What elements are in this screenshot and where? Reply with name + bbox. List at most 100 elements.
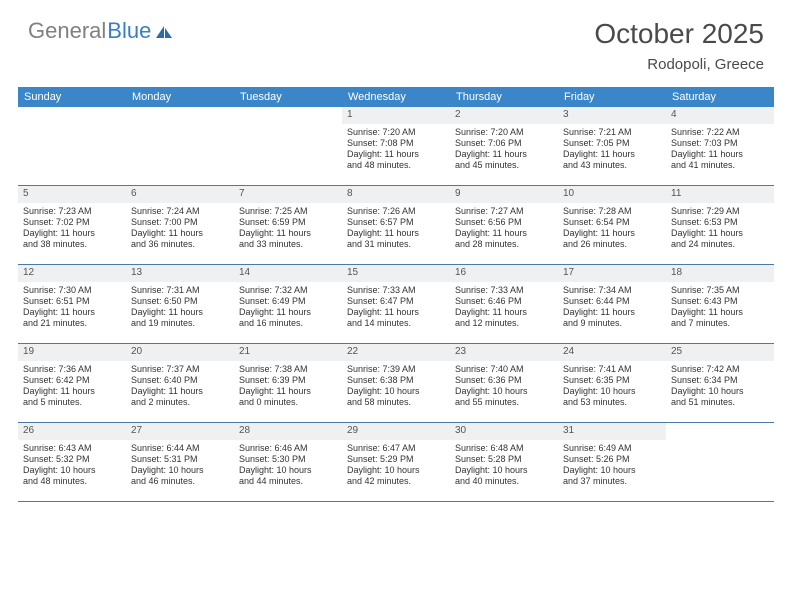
daylight-text: Daylight: 11 hours — [563, 307, 661, 318]
sunrise-text: Sunrise: 6:48 AM — [455, 443, 553, 454]
daylight-text: Daylight: 11 hours — [347, 149, 445, 160]
day-number — [234, 107, 342, 111]
day-cell — [126, 107, 234, 185]
weekday-header-row: Sunday Monday Tuesday Wednesday Thursday… — [18, 87, 774, 107]
daylight-text: and 28 minutes. — [455, 239, 553, 250]
day-cell: 3Sunrise: 7:21 AMSunset: 7:05 PMDaylight… — [558, 107, 666, 185]
daylight-text: Daylight: 10 hours — [347, 465, 445, 476]
day-number: 24 — [558, 344, 666, 361]
day-body: Sunrise: 7:38 AMSunset: 6:39 PMDaylight:… — [234, 361, 342, 412]
daylight-text: and 14 minutes. — [347, 318, 445, 329]
day-number: 15 — [342, 265, 450, 282]
day-body: Sunrise: 7:41 AMSunset: 6:35 PMDaylight:… — [558, 361, 666, 412]
daylight-text: Daylight: 11 hours — [131, 228, 229, 239]
week-row: 12Sunrise: 7:30 AMSunset: 6:51 PMDayligh… — [18, 265, 774, 344]
daylight-text: and 58 minutes. — [347, 397, 445, 408]
sunset-text: Sunset: 7:00 PM — [131, 217, 229, 228]
day-body: Sunrise: 7:36 AMSunset: 6:42 PMDaylight:… — [18, 361, 126, 412]
day-body: Sunrise: 7:30 AMSunset: 6:51 PMDaylight:… — [18, 282, 126, 333]
day-number: 5 — [18, 186, 126, 203]
day-cell — [18, 107, 126, 185]
day-number: 22 — [342, 344, 450, 361]
sunrise-text: Sunrise: 7:22 AM — [671, 127, 769, 138]
daylight-text: Daylight: 11 hours — [671, 228, 769, 239]
day-number: 21 — [234, 344, 342, 361]
day-cell: 8Sunrise: 7:26 AMSunset: 6:57 PMDaylight… — [342, 186, 450, 264]
day-number: 1 — [342, 107, 450, 124]
day-cell: 11Sunrise: 7:29 AMSunset: 6:53 PMDayligh… — [666, 186, 774, 264]
sunset-text: Sunset: 6:46 PM — [455, 296, 553, 307]
day-cell: 16Sunrise: 7:33 AMSunset: 6:46 PMDayligh… — [450, 265, 558, 343]
sunset-text: Sunset: 5:32 PM — [23, 454, 121, 465]
day-body: Sunrise: 7:22 AMSunset: 7:03 PMDaylight:… — [666, 124, 774, 175]
day-number: 9 — [450, 186, 558, 203]
sunset-text: Sunset: 6:38 PM — [347, 375, 445, 386]
daylight-text: Daylight: 11 hours — [239, 386, 337, 397]
daylight-text: and 0 minutes. — [239, 397, 337, 408]
sunrise-text: Sunrise: 7:20 AM — [455, 127, 553, 138]
day-cell: 19Sunrise: 7:36 AMSunset: 6:42 PMDayligh… — [18, 344, 126, 422]
day-body: Sunrise: 6:44 AMSunset: 5:31 PMDaylight:… — [126, 440, 234, 491]
day-body: Sunrise: 7:29 AMSunset: 6:53 PMDaylight:… — [666, 203, 774, 254]
sunset-text: Sunset: 6:59 PM — [239, 217, 337, 228]
weekday-header: Saturday — [666, 87, 774, 107]
sunrise-text: Sunrise: 7:42 AM — [671, 364, 769, 375]
daylight-text: and 48 minutes. — [347, 160, 445, 171]
daylight-text: Daylight: 11 hours — [347, 228, 445, 239]
day-body: Sunrise: 7:42 AMSunset: 6:34 PMDaylight:… — [666, 361, 774, 412]
daylight-text: Daylight: 10 hours — [455, 386, 553, 397]
sunset-text: Sunset: 5:31 PM — [131, 454, 229, 465]
day-body: Sunrise: 7:33 AMSunset: 6:47 PMDaylight:… — [342, 282, 450, 333]
daylight-text: and 16 minutes. — [239, 318, 337, 329]
day-cell: 12Sunrise: 7:30 AMSunset: 6:51 PMDayligh… — [18, 265, 126, 343]
day-number: 13 — [126, 265, 234, 282]
daylight-text: and 19 minutes. — [131, 318, 229, 329]
sunset-text: Sunset: 5:29 PM — [347, 454, 445, 465]
sunset-text: Sunset: 6:53 PM — [671, 217, 769, 228]
sunrise-text: Sunrise: 7:27 AM — [455, 206, 553, 217]
daylight-text: Daylight: 10 hours — [671, 386, 769, 397]
daylight-text: and 45 minutes. — [455, 160, 553, 171]
daylight-text: and 7 minutes. — [671, 318, 769, 329]
day-cell: 5Sunrise: 7:23 AMSunset: 7:02 PMDaylight… — [18, 186, 126, 264]
day-cell: 6Sunrise: 7:24 AMSunset: 7:00 PMDaylight… — [126, 186, 234, 264]
weekday-header: Tuesday — [234, 87, 342, 107]
day-cell: 7Sunrise: 7:25 AMSunset: 6:59 PMDaylight… — [234, 186, 342, 264]
daylight-text: Daylight: 11 hours — [23, 386, 121, 397]
day-number: 27 — [126, 423, 234, 440]
day-cell: 23Sunrise: 7:40 AMSunset: 6:36 PMDayligh… — [450, 344, 558, 422]
sunrise-text: Sunrise: 7:30 AM — [23, 285, 121, 296]
sunset-text: Sunset: 6:39 PM — [239, 375, 337, 386]
sunrise-text: Sunrise: 6:47 AM — [347, 443, 445, 454]
day-body: Sunrise: 7:26 AMSunset: 6:57 PMDaylight:… — [342, 203, 450, 254]
day-number: 19 — [18, 344, 126, 361]
daylight-text: Daylight: 11 hours — [23, 307, 121, 318]
sunset-text: Sunset: 6:43 PM — [671, 296, 769, 307]
sunrise-text: Sunrise: 7:29 AM — [671, 206, 769, 217]
daylight-text: Daylight: 10 hours — [239, 465, 337, 476]
day-body: Sunrise: 7:37 AMSunset: 6:40 PMDaylight:… — [126, 361, 234, 412]
sunset-text: Sunset: 6:40 PM — [131, 375, 229, 386]
day-number: 18 — [666, 265, 774, 282]
day-cell: 22Sunrise: 7:39 AMSunset: 6:38 PMDayligh… — [342, 344, 450, 422]
sunrise-text: Sunrise: 7:33 AM — [455, 285, 553, 296]
daylight-text: and 38 minutes. — [23, 239, 121, 250]
day-cell — [234, 107, 342, 185]
sunrise-text: Sunrise: 7:31 AM — [131, 285, 229, 296]
sunrise-text: Sunrise: 7:24 AM — [131, 206, 229, 217]
daylight-text: Daylight: 11 hours — [23, 228, 121, 239]
sunset-text: Sunset: 6:35 PM — [563, 375, 661, 386]
daylight-text: Daylight: 11 hours — [563, 228, 661, 239]
day-cell: 18Sunrise: 7:35 AMSunset: 6:43 PMDayligh… — [666, 265, 774, 343]
sunset-text: Sunset: 6:57 PM — [347, 217, 445, 228]
daylight-text: and 53 minutes. — [563, 397, 661, 408]
week-row: 26Sunrise: 6:43 AMSunset: 5:32 PMDayligh… — [18, 423, 774, 502]
daylight-text: Daylight: 11 hours — [239, 228, 337, 239]
day-cell: 15Sunrise: 7:33 AMSunset: 6:47 PMDayligh… — [342, 265, 450, 343]
day-number: 26 — [18, 423, 126, 440]
day-cell: 30Sunrise: 6:48 AMSunset: 5:28 PMDayligh… — [450, 423, 558, 501]
location: Rodopoli, Greece — [594, 56, 764, 73]
sunrise-text: Sunrise: 7:26 AM — [347, 206, 445, 217]
sunset-text: Sunset: 6:44 PM — [563, 296, 661, 307]
sunset-text: Sunset: 7:05 PM — [563, 138, 661, 149]
